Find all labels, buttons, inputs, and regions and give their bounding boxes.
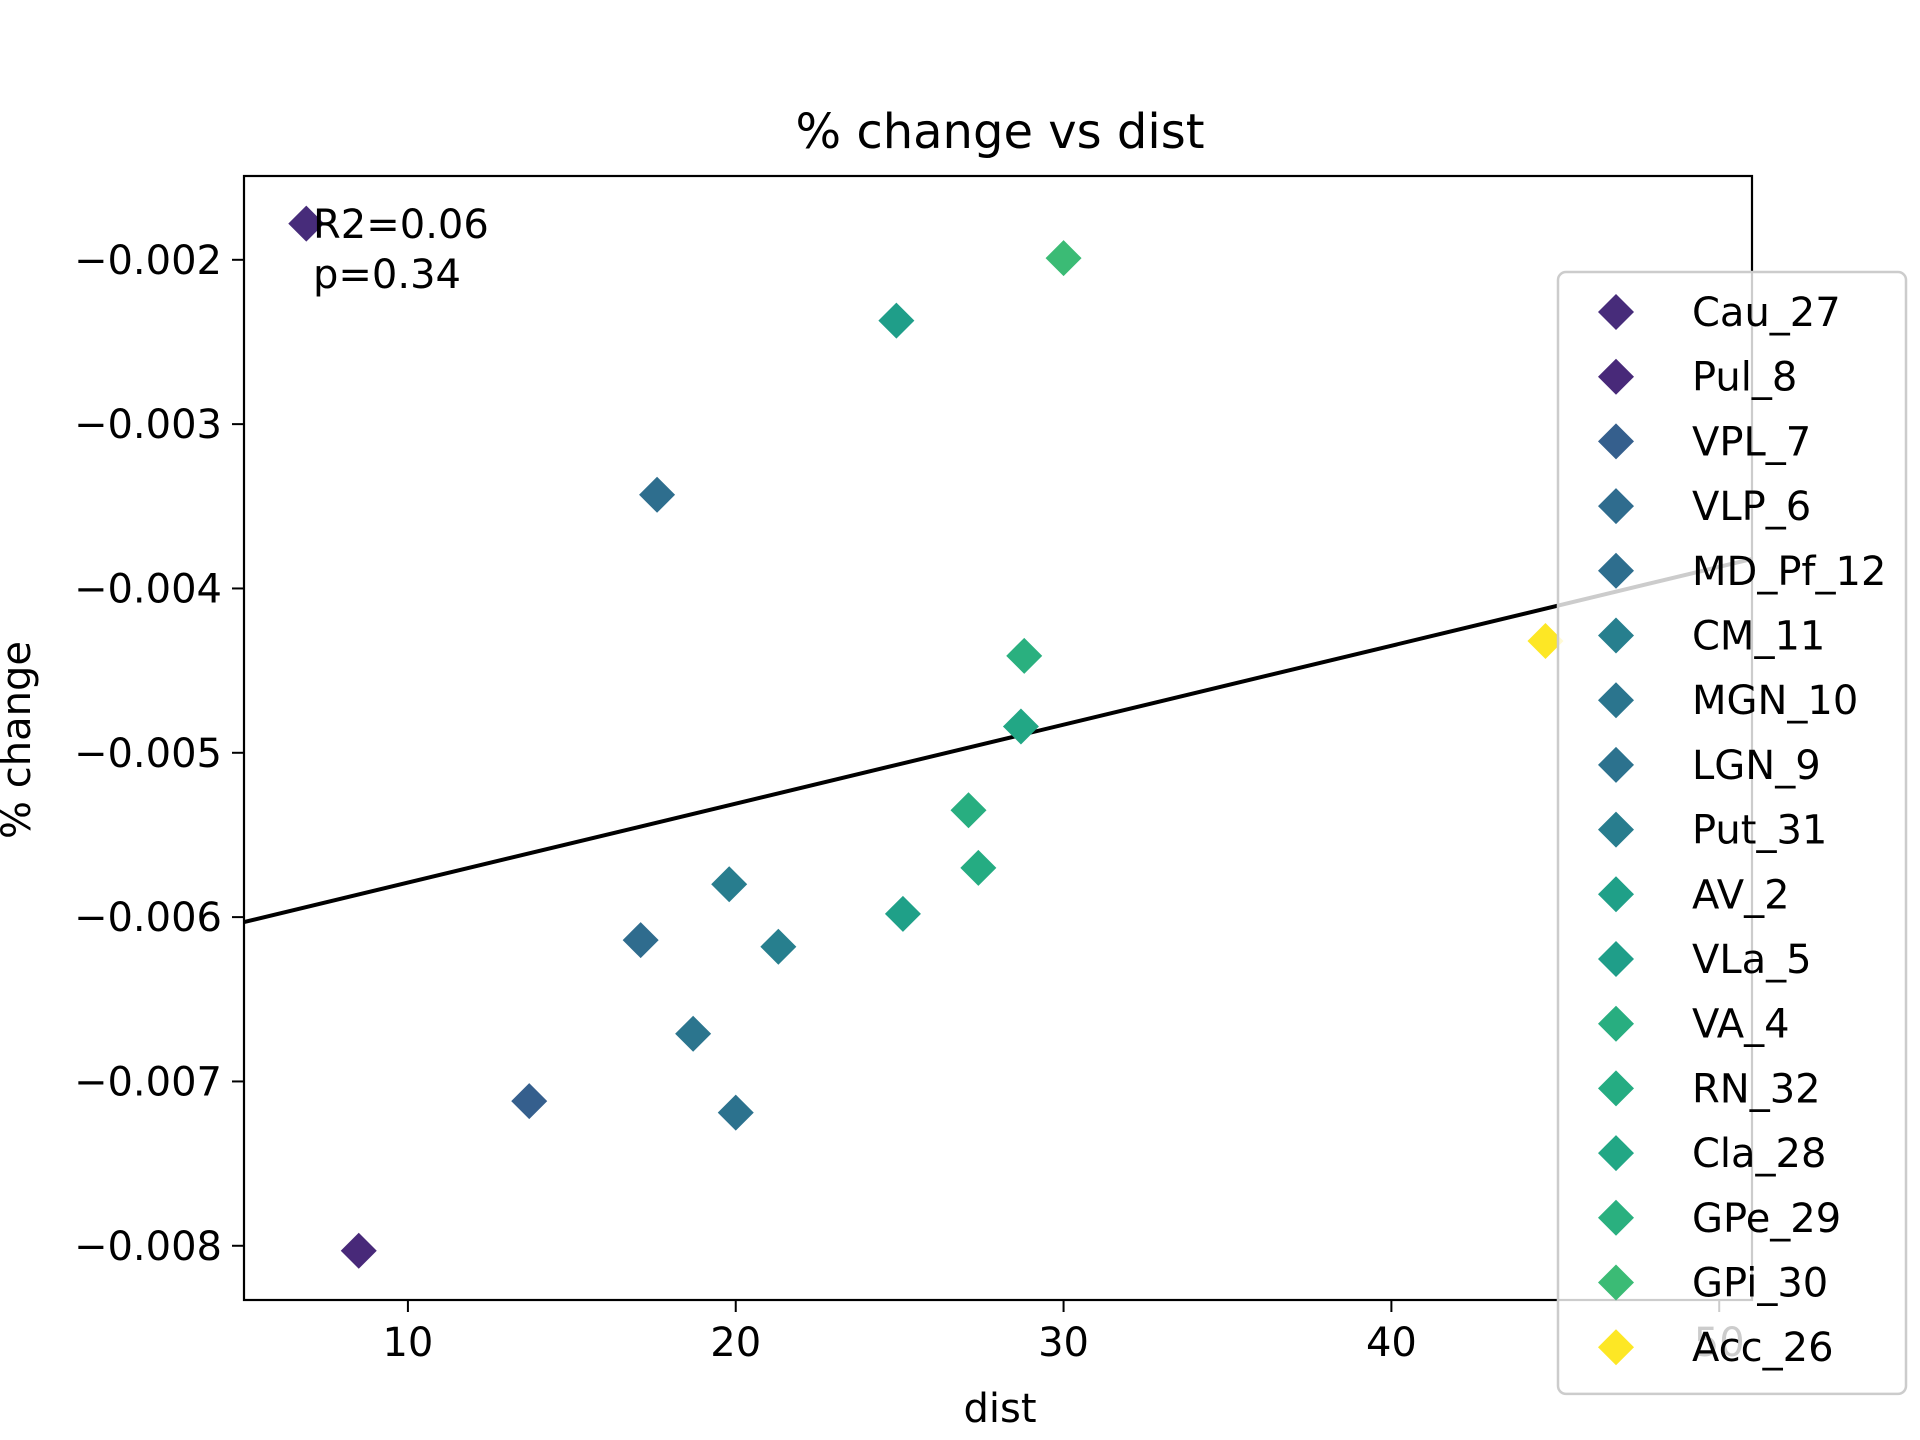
legend-marker <box>1598 552 1634 589</box>
plot-frame <box>242 174 1754 1302</box>
legend-label: Cau_27 <box>1692 290 1841 336</box>
legend-marker <box>1598 1135 1634 1172</box>
scatter-point-vla-5 <box>878 302 915 339</box>
scatter-point-acc-26 <box>1527 623 1564 660</box>
legend-marker <box>1598 358 1634 395</box>
legend-label: Pul_8 <box>1692 355 1797 401</box>
legend-item: MD_Pf_12 <box>1598 549 1886 595</box>
legend-frame <box>1556 270 1908 1396</box>
y-tick-label: −0.007 <box>74 1059 222 1105</box>
legend-label: CM_11 <box>1692 614 1825 660</box>
legend-item: RN_32 <box>1598 1066 1821 1112</box>
y-axis-title: % change <box>0 641 40 839</box>
legend-item: Acc_26 <box>1598 1325 1834 1371</box>
legend-item: CM_11 <box>1598 614 1825 660</box>
legend-item: AV_2 <box>1598 872 1790 918</box>
legend-item: Put_31 <box>1598 808 1827 854</box>
x-tick-label: 40 <box>1366 1320 1417 1366</box>
legend-marker <box>1598 488 1634 525</box>
legend-label: VPL_7 <box>1692 419 1811 465</box>
legend-item: VLa_5 <box>1598 937 1812 983</box>
legend-item: VA_4 <box>1598 1002 1790 1048</box>
legend-marker <box>1598 682 1634 719</box>
legend-item: LGN_9 <box>1598 743 1821 789</box>
legend-label: VLP_6 <box>1692 484 1811 530</box>
legend-marker <box>1598 423 1634 460</box>
legend-label: RN_32 <box>1692 1066 1821 1112</box>
chart-title: % change vs dist <box>795 104 1204 160</box>
legend-item: MGN_10 <box>1598 678 1858 724</box>
scatter-point-cm-11 <box>760 928 797 965</box>
legend-marker <box>1598 1005 1634 1042</box>
legend-marker <box>1598 1199 1634 1236</box>
scatter-point-va-4 <box>950 792 987 829</box>
y-tick-label: −0.005 <box>74 731 222 777</box>
scatter-point-vpl-7 <box>511 1083 548 1120</box>
scatter-point-gpi-30 <box>1045 240 1082 277</box>
p-value-annotation: p=0.34 <box>313 252 461 298</box>
fit-line <box>244 556 1752 924</box>
legend-item: VPL_7 <box>1598 419 1811 465</box>
scatter-point-mgn-10 <box>675 1015 712 1052</box>
x-axis-title: dist <box>963 1386 1036 1432</box>
scatter-point-vlp-6 <box>622 922 659 959</box>
legend-marker <box>1598 617 1634 654</box>
legend-item: Cau_27 <box>1598 290 1841 336</box>
y-tick-label: −0.008 <box>74 1224 222 1270</box>
scatter-point-put-31 <box>711 866 748 903</box>
legend: Cau_27 Pul_8 VPL_7 VLP_6 MD_Pf_12 CM_11 MGN_10… <box>1556 270 1908 1396</box>
legend-item: Pul_8 <box>1598 355 1797 401</box>
legend-marker <box>1598 294 1634 330</box>
legend-label: MD_Pf_12 <box>1692 549 1886 595</box>
legend-label: GPi_30 <box>1692 1261 1828 1307</box>
scatter-point-cla-28 <box>1002 708 1039 745</box>
legend-marker <box>1598 1264 1634 1301</box>
scatter-point-rn-32 <box>960 849 997 886</box>
legend-marker <box>1598 811 1634 848</box>
y-tick-label: −0.004 <box>74 566 222 612</box>
legend-marker <box>1598 1070 1634 1107</box>
legend-item: Cla_28 <box>1598 1131 1826 1177</box>
x-tick-label: 20 <box>710 1320 761 1366</box>
x-tick-label: 10 <box>382 1320 433 1366</box>
x-tick-label: 30 <box>1038 1320 1089 1366</box>
legend-marker <box>1598 941 1634 977</box>
legend-item: VLP_6 <box>1598 484 1811 530</box>
legend-marker <box>1598 1329 1634 1366</box>
scatter-point-pul-8 <box>340 1232 377 1269</box>
legend-marker <box>1598 876 1634 913</box>
legend-label: GPe_29 <box>1692 1196 1841 1242</box>
x-axis: 1020304050 <box>382 1300 1745 1366</box>
y-axis: −0.008 −0.007 −0.006 −0.005 −0.004 −0.003 −0.0… <box>74 238 244 1270</box>
scatter-point-cau-27 <box>288 205 325 242</box>
y-tick-label: −0.006 <box>74 895 222 941</box>
scatter-point-av-2 <box>884 895 921 932</box>
legend-item: GPi_30 <box>1598 1261 1828 1307</box>
y-tick-label: −0.002 <box>74 238 222 284</box>
legend-label: VLa_5 <box>1692 937 1812 983</box>
r2-annotation: R2=0.06 <box>313 202 489 248</box>
scatter-point-lgn-9 <box>717 1094 754 1131</box>
plot-area <box>244 205 1752 1269</box>
legend-label: MGN_10 <box>1692 678 1858 724</box>
legend-label: AV_2 <box>1692 872 1790 918</box>
legend-label: VA_4 <box>1692 1002 1790 1048</box>
legend-label: LGN_9 <box>1692 743 1821 789</box>
legend-item: GPe_29 <box>1598 1196 1841 1242</box>
scatter-point-gpe-29 <box>1006 637 1043 674</box>
legend-marker <box>1598 746 1634 783</box>
y-tick-label: −0.003 <box>74 402 222 448</box>
legend-label: Acc_26 <box>1692 1325 1834 1371</box>
legend-label: Put_31 <box>1692 808 1827 854</box>
scatter-point-md-pf-12 <box>639 476 676 513</box>
legend-label: Cla_28 <box>1692 1131 1826 1177</box>
